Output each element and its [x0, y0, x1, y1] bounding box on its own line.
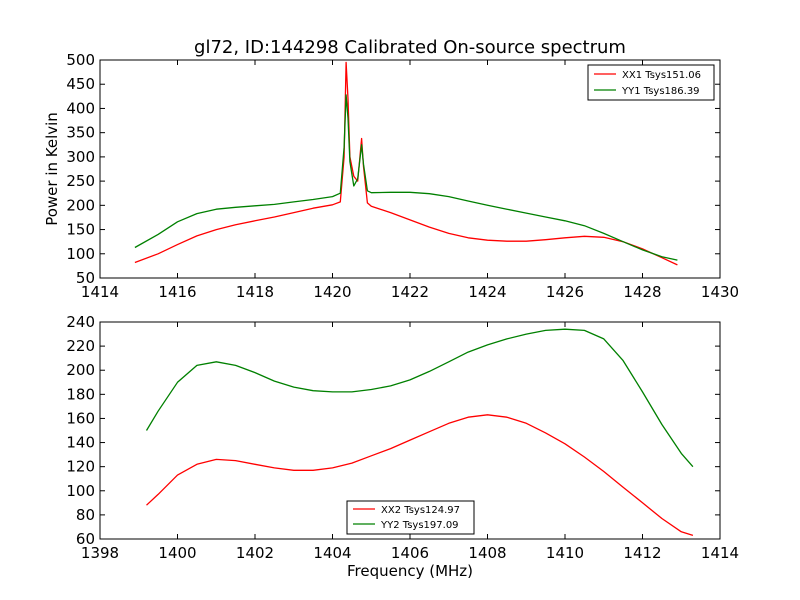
- chart1-xtick-label: 1404: [313, 544, 351, 562]
- chart1-ytick-label: 100: [66, 482, 95, 500]
- chart0-series-line-yy1: [134, 94, 678, 261]
- chart0-ytick-label: 350: [66, 124, 95, 142]
- chart1-ytick-label: 120: [66, 458, 95, 476]
- chart0-ytick-label: 100: [66, 245, 95, 263]
- chart0-ytick-label: 150: [66, 221, 95, 239]
- chart0-ytick-label: 50: [76, 269, 95, 287]
- chart0-xtick-label: 1424: [468, 283, 506, 301]
- chart0-ytick-label: 450: [66, 75, 95, 93]
- bottom-chart-ticks: 1398 1400 1402 1404 1406 1408 1410 1412 1414 60 80…: [66, 313, 739, 562]
- top-chart: gl72, ID:144298 Calibrated On-source spe…: [43, 37, 739, 301]
- top-chart-ticks: 1414 1416 1418 1420 1422 1424 1426 1428 1430 50 10…: [66, 51, 739, 301]
- chart0-xtick-label: 1420: [313, 283, 351, 301]
- bottom-legend-box: [346, 500, 475, 535]
- chart0-xtick-label: 1430: [701, 283, 739, 301]
- chart1-xtick-label: 1408: [468, 544, 506, 562]
- chart0-xtick-label: 1428: [623, 283, 661, 301]
- chart1-xtick-label: 1406: [391, 544, 429, 562]
- top-legend-box: [587, 64, 715, 101]
- top-chart-title: gl72, ID:144298 Calibrated On-source spe…: [194, 37, 626, 58]
- chart1-xtick-label: 1398: [81, 544, 119, 562]
- top-chart-frame: [99, 59, 721, 279]
- chart1-xtick-label: 1402: [236, 544, 274, 562]
- top-legend-label-yy1: YY1 Tsys186.39: [621, 86, 700, 97]
- chart0-xtick-label: 1422: [391, 283, 429, 301]
- chart1-ytick-label: 60: [76, 530, 95, 548]
- chart1-ytick-label: 140: [66, 434, 95, 452]
- bottom-chart-xlabel: Frequency (MHz): [347, 562, 473, 580]
- chart0-ytick-label: 200: [66, 196, 95, 214]
- chart0-xtick-label: 1426: [546, 283, 584, 301]
- bottom-chart-frame: [99, 321, 721, 540]
- chart0-ytick-label: 300: [66, 148, 95, 166]
- chart0-ytick-label: 500: [66, 51, 95, 69]
- chart1-series-line-xx2: [146, 414, 694, 537]
- chart1-ytick-label: 180: [66, 385, 95, 403]
- bottom-chart-series-group: [145, 328, 694, 537]
- bottom-legend-label-yy2: YY2 Tsys197.09: [380, 520, 459, 531]
- top-chart-ylabel: Power in Kelvin: [43, 112, 61, 226]
- chart0-xtick-label: 1414: [81, 283, 119, 301]
- chart0-xtick-label: 1418: [236, 283, 274, 301]
- chart0-ytick-label: 250: [66, 172, 95, 190]
- chart1-xtick-label: 1400: [158, 544, 196, 562]
- chart1-xtick-label: 1412: [623, 544, 661, 562]
- chart0-xtick-label: 1416: [158, 283, 196, 301]
- bottom-chart: Frequency (MHz) 1398 1400 1402 1404 1406 1408…: [66, 313, 739, 580]
- bottom-legend-label-xx2: XX2 Tsys124.97: [381, 505, 460, 516]
- chart1-xtick-label: 1410: [546, 544, 584, 562]
- bottom-chart-legend: XX2 Tsys124.97 YY2 Tsys197.09: [346, 500, 475, 535]
- chart1-ytick-label: 160: [66, 409, 95, 427]
- chart0-ytick-label: 400: [66, 99, 95, 117]
- chart1-ytick-label: 220: [66, 337, 95, 355]
- top-chart-legend: XX1 Tsys151.06 YY1 Tsys186.39: [587, 64, 715, 101]
- top-chart-series-group: [134, 61, 678, 266]
- top-legend-label-xx1: XX1 Tsys151.06: [622, 70, 701, 81]
- chart1-series-line-yy2: [145, 328, 694, 468]
- chart1-ytick-label: 80: [76, 506, 95, 524]
- chart1-ytick-label: 240: [66, 313, 95, 331]
- chart1-ytick-label: 200: [66, 361, 95, 379]
- chart1-xtick-label: 1414: [701, 544, 739, 562]
